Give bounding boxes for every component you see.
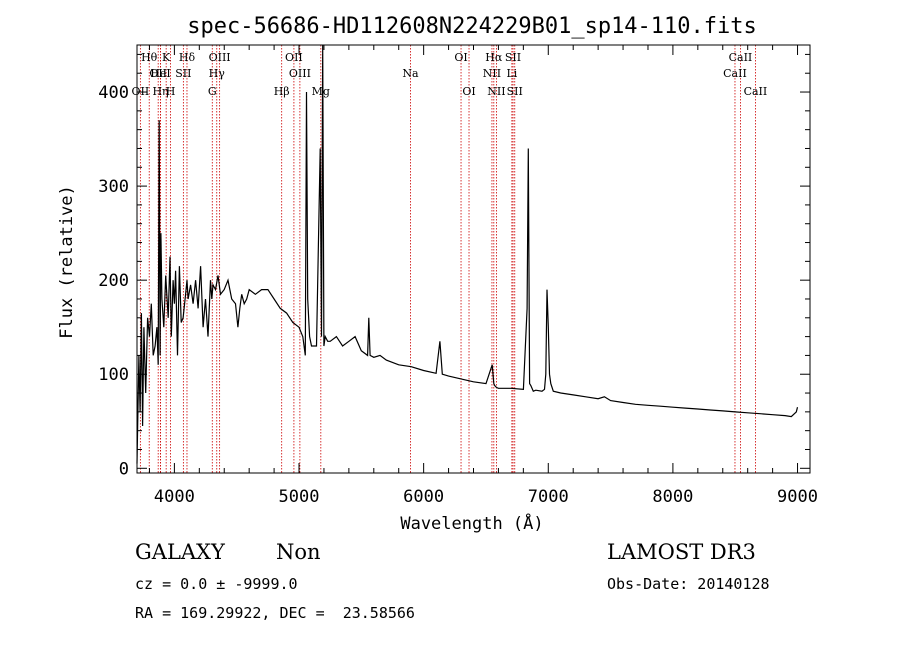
y-tick-label: 100 [98, 365, 129, 385]
line-marker-label: Hθ [141, 51, 158, 64]
x-axis-label: Wavelength (Å) [400, 512, 543, 534]
x-tick-label: 6000 [403, 487, 444, 507]
line-marker-label: OII [132, 85, 150, 98]
line-marker-label: Hβ [274, 85, 290, 98]
x-tick-label: 7000 [528, 487, 569, 507]
y-axis: 0 100 200 300 400 [98, 53, 810, 479]
line-marker-label: OIII [289, 67, 311, 80]
line-marker-label: NII [483, 67, 501, 80]
line-marker-label: OII [285, 51, 303, 64]
line-marker-label: Mg [312, 85, 330, 98]
line-marker-label: OI [454, 51, 467, 64]
line-marker-label: SII [507, 85, 523, 98]
y-tick-label: 300 [98, 177, 129, 197]
obs-date-text: Obs-Date: 20140128 [607, 575, 770, 593]
redshift-text: cz = 0.0 ± -9999.0 [135, 575, 298, 593]
line-marker-label: K [162, 51, 171, 64]
y-tick-label: 400 [98, 83, 129, 103]
line-markers [139, 45, 756, 473]
line-marker-label: OI [462, 85, 475, 98]
x-tick-label: 5000 [279, 487, 320, 507]
line-marker-label: Li [506, 67, 517, 80]
line-marker-label: Hδ [179, 51, 196, 64]
line-marker-label: CaII [729, 51, 753, 64]
plot-frame [136, 44, 811, 474]
object-subclass: Non [276, 540, 321, 564]
line-marker-label: OII [149, 67, 167, 80]
line-marker-label: Na [402, 67, 419, 80]
survey-label: LAMOST DR3 [607, 540, 756, 564]
line-marker-label: NII [487, 85, 505, 98]
line-marker-label: SII [175, 67, 191, 80]
y-tick-label: 0 [119, 459, 129, 479]
x-tick-label: 4000 [154, 487, 195, 507]
coords-text: RA = 169.29922, DEC = 23.58566 [135, 604, 415, 622]
line-marker-label: CaII [723, 67, 747, 80]
x-axis: 4000 5000 6000 7000 8000 9000 [148, 45, 818, 507]
line-marker-label: G [208, 85, 217, 98]
line-marker-label: HeI [150, 67, 170, 80]
chart-title: spec-56686-HD112608N224229B01_sp14-110.f… [187, 14, 757, 39]
line-marker-label: OIII [209, 51, 231, 64]
line-marker-label: SII [505, 51, 521, 64]
y-axis-label: Flux (relative) [57, 185, 77, 339]
line-marker-label: CaII [744, 85, 768, 98]
line-marker-label: Hγ [209, 67, 226, 80]
y-tick-label: 200 [98, 271, 129, 291]
line-marker-label: Hα [485, 51, 503, 64]
spectrum-line [136, 44, 799, 464]
x-tick-label: 8000 [652, 487, 693, 507]
line-marker-label: H [166, 85, 176, 98]
object-class: GALAXY [135, 540, 225, 564]
line-marker-label: Hη [152, 85, 168, 98]
x-tick-label: 9000 [777, 487, 818, 507]
